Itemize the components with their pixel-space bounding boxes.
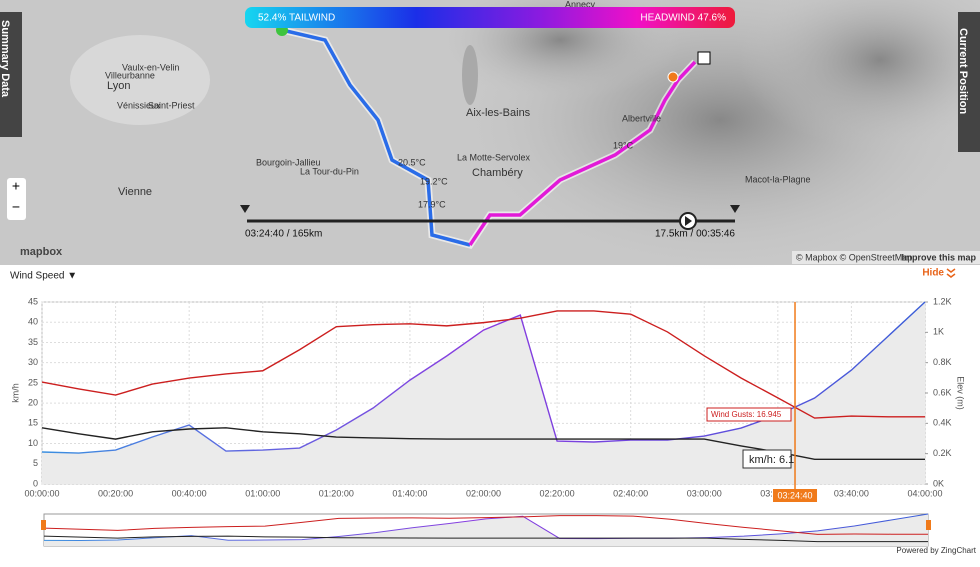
position-marker	[667, 71, 679, 83]
attribution-bg	[792, 251, 980, 264]
x-tick-label: 01:40:00	[392, 488, 427, 498]
place: Saint-Priest	[148, 100, 195, 110]
y-tick-label: 35	[28, 337, 38, 347]
gust-tooltip: Wind Gusts: 16.945	[711, 410, 782, 419]
series-line	[41, 310, 925, 419]
y-tick-label: 20	[28, 397, 38, 407]
headwind-pct: HEADWIND 47.6%	[640, 13, 726, 24]
place: Annecy	[565, 0, 596, 9]
chart: 0 5 10 15 20 25 30 35 40 45 0K 0.2K 0.4K 0.6K 0.8K 1K 1.…	[10, 296, 966, 547]
x-tick-label: 00:40:00	[172, 488, 207, 498]
y-tick-label: 30	[28, 357, 38, 367]
place: Vaulx-en-Velin	[122, 62, 179, 72]
powered-by: Powered by ZingChart	[896, 546, 976, 555]
y-tick-label: 45	[28, 296, 38, 306]
y2-tick-label: 0.6K	[933, 387, 952, 397]
y-tick-label: 0	[33, 478, 38, 488]
x-tick-label: 01:00:00	[245, 488, 280, 498]
elapsed-time: 03:24:40 / 165km	[245, 229, 322, 240]
play-icon	[685, 216, 692, 226]
place: Vénissieux	[117, 100, 161, 110]
y-tick-label: 40	[28, 317, 38, 327]
series-line	[43, 515, 928, 535]
temp-label: 17.9°C	[418, 199, 446, 209]
x-tick-label: 04:00:00	[907, 488, 942, 498]
metric-selector[interactable]: Wind Speed ▼	[10, 271, 77, 282]
zoom-out[interactable]: −	[12, 199, 20, 215]
summary-tab-label[interactable]: Summary Data	[0, 20, 11, 98]
place: Villeurbanne	[105, 70, 155, 80]
y2-tick-label: 1K	[933, 327, 944, 337]
y2-tick-label: 0.2K	[933, 448, 952, 458]
place: Lyon	[107, 80, 130, 92]
navigator-handle	[926, 520, 931, 530]
cursor-label: 03:24:40	[777, 490, 812, 500]
navigator-handle	[41, 520, 46, 530]
y-axis-label: km/h	[10, 383, 20, 403]
city-area	[70, 35, 210, 125]
zoom-in[interactable]: +	[12, 178, 20, 194]
place: Chambéry	[472, 167, 523, 179]
position-tab-label[interactable]: Current Position	[957, 28, 969, 114]
position-tab[interactable]	[958, 12, 980, 152]
route-tailwind	[281, 28, 471, 247]
mapbox-logo: mapbox	[20, 246, 63, 258]
elevation-line	[43, 513, 929, 542]
place: Macot-la-Plagne	[745, 174, 811, 184]
y-tick-label: 15	[28, 418, 38, 428]
summary-tab[interactable]	[0, 12, 22, 137]
attribution: © Mapbox © OpenStreetMap	[796, 252, 912, 262]
x-tick-label: 02:00:00	[466, 488, 501, 498]
place: Albertville	[622, 113, 661, 123]
speed-tooltip-bg	[742, 449, 792, 469]
speed-tooltip: km/h: 6.1	[749, 454, 794, 466]
tailwind-pct: 52.4% TAILWIND	[258, 13, 335, 24]
y2-tick-label: 1.2K	[933, 296, 952, 306]
lake	[462, 45, 478, 105]
finish-flag	[697, 51, 711, 65]
x-tick-label: 00:00:00	[24, 488, 59, 498]
hide-button[interactable]: Hide	[922, 268, 944, 279]
temp-label: 19°C	[613, 140, 634, 150]
zoom-control	[7, 178, 26, 220]
improve-map[interactable]: Improve this map	[901, 252, 976, 262]
y2-axis-label: Elev (m)	[956, 376, 966, 410]
y-tick-label: 5	[33, 458, 38, 468]
place: Aix-les-Bains	[466, 107, 531, 119]
route-headwind	[468, 60, 697, 246]
series-line	[43, 535, 928, 543]
y2-tick-label: 0.4K	[933, 418, 952, 428]
temp-label: 20.5°C	[398, 157, 426, 167]
x-tick-label: 03:00:00	[687, 488, 722, 498]
temp-label: 19.2°C	[420, 176, 448, 186]
x-tick-label: 01:20:00	[319, 488, 354, 498]
gust-tooltip-bg	[706, 407, 792, 422]
y2-tick-label: 0.8K	[933, 357, 952, 367]
cursor-label-bg	[773, 489, 818, 502]
place: La Tour-du-Pin	[300, 166, 359, 176]
x-tick-label: 02:40:00	[613, 488, 648, 498]
hide-icon	[946, 268, 956, 278]
mountains	[740, 0, 980, 150]
y2-tick-label: 0K	[933, 478, 944, 488]
x-tick-label: 00:20:00	[98, 488, 133, 498]
place: Vienne	[118, 186, 152, 198]
y-tick-label: 25	[28, 377, 38, 387]
remaining-time: 17.5km / 00:35:46	[655, 229, 735, 240]
map: Vaulx-en-Velin Villeurbanne Lyon Vénissi…	[0, 0, 980, 270]
place: Bourgoin-Jallieu	[256, 157, 321, 167]
y-tick-label: 10	[28, 438, 38, 448]
place: La Motte-Servolex	[457, 152, 531, 162]
x-tick-label: 03:40:00	[834, 488, 869, 498]
x-tick-label: 02:20:00	[540, 488, 575, 498]
wind-legend-bar	[245, 7, 735, 28]
